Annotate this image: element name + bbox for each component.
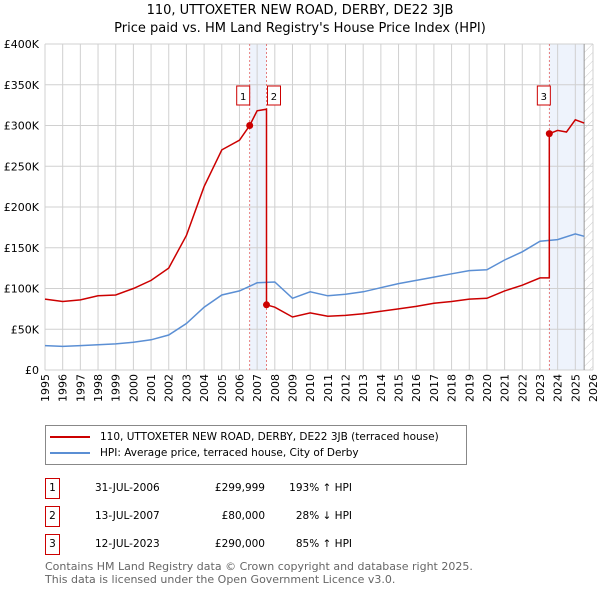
x-tick-label: 2019 [463,374,476,402]
footer: Contains HM Land Registry data © Crown c… [45,560,473,586]
x-tick-label: 2013 [357,374,370,402]
x-tick-label: 2025 [569,374,582,402]
table-row: 2 13-JUL-2007 £80,000 28% ↓ HPI [45,502,352,530]
legend-swatch-red [50,436,90,438]
legend-label-hpi: HPI: Average price, terraced house, City… [100,447,359,459]
y-tick-label: £50K [11,323,40,336]
sale-badge: 1 [45,477,60,499]
sale-label: 1 [240,92,246,103]
sale-label: 3 [541,92,547,103]
x-tick-label: 1995 [39,374,52,402]
x-tick-label: 2016 [410,374,423,402]
footer-line1: Contains HM Land Registry data © Crown c… [45,560,473,573]
x-tick-label: 2026 [587,374,600,402]
y-tick-label: £0 [25,364,39,377]
x-tick-label: 2000 [127,374,140,402]
y-tick-label: £350K [4,79,40,92]
x-tick-label: 1998 [92,374,105,402]
hpi-line [44,233,585,348]
x-tick-label: 2015 [393,374,406,402]
x-tick-label: 2001 [145,374,158,402]
sale-hpi: 193% ↑ HPI [289,482,352,494]
sale-price: £80,000 [221,510,265,522]
y-tick-label: £150K [4,242,40,255]
x-tick-label: 2010 [304,374,317,402]
sale-hpi: 85% ↑ HPI [295,538,352,550]
property-price-line [44,108,585,318]
sale-price: £299,999 [214,482,265,494]
x-tick-label: 2017 [428,374,441,402]
table-row: 3 12-JUL-2023 £290,000 85% ↑ HPI [45,530,352,558]
sale-label: 2 [271,92,277,103]
x-tick-label: 2014 [375,374,388,402]
table-row: 1 31-JUL-2006 £299,999 193% ↑ HPI [45,474,352,502]
x-tick-label: 1999 [110,374,123,402]
x-tick-label: 2006 [233,374,246,402]
x-tick-label: 2023 [534,374,547,402]
x-tick-label: 2021 [499,374,512,402]
x-tick-label: 2002 [163,374,176,402]
y-tick-label: £200K [4,201,40,214]
x-tick-label: 2004 [198,374,211,402]
sale-hpi: 28% ↓ HPI [295,510,352,522]
subtitle-line: Price paid vs. HM Land Registry's House … [114,21,486,36]
x-tick-label: 1996 [57,374,70,402]
legend: 110, UTTOXETER NEW ROAD, DERBY, DE22 3JB… [45,425,467,465]
sale-price: £290,000 [214,538,265,550]
legend-label-property: 110, UTTOXETER NEW ROAD, DERBY, DE22 3JB… [100,431,439,443]
x-tick-label: 2018 [446,374,459,402]
sale-label-box [236,85,251,106]
sale-badge: 3 [45,533,60,555]
sale-date: 13-JUL-2007 [95,510,160,522]
y-tick-label: £400K [4,38,40,51]
legend-swatch-blue [50,452,90,454]
sale-point [246,122,254,130]
x-tick-label: 2003 [180,374,193,402]
x-tick-label: 2022 [516,374,529,402]
sale-badge: 2 [45,505,60,527]
sale-date: 12-JUL-2023 [95,538,160,550]
y-tick-label: £300K [4,120,40,133]
sale-point [545,130,553,138]
x-tick-label: 2005 [216,374,229,402]
sale-date: 31-JUL-2006 [95,482,160,494]
sale-label-box [536,85,551,106]
sale-point [262,301,270,309]
title-line: 110, UTTOXETER NEW ROAD, DERBY, DE22 3JB [146,3,454,18]
price-chart: 1995 1996 1997 1998 1999 2000 2001 2002 2003 2004… [4,38,600,402]
sales-table: 1 31-JUL-2006 £299,999 193% ↑ HPI 2 13-JUL-2… [45,474,352,558]
x-tick-label: 2020 [481,374,494,402]
x-tick-label: 1997 [74,374,87,402]
x-tick-label: 2024 [552,374,565,402]
sale-label-box [266,85,281,106]
x-tick-label: 2007 [251,374,264,402]
footer-line2: This data is licensed under the Open Gov… [45,573,396,586]
x-tick-label: 2011 [322,374,335,402]
chart-title: 110, UTTOXETER NEW ROAD, DERBY, DE22 3JB… [0,2,600,38]
x-tick-label: 2008 [269,374,282,402]
x-tick-label: 2012 [340,374,353,402]
y-tick-label: £100K [4,283,40,296]
y-tick-label: £250K [4,160,40,173]
x-tick-label: 2009 [286,374,299,402]
